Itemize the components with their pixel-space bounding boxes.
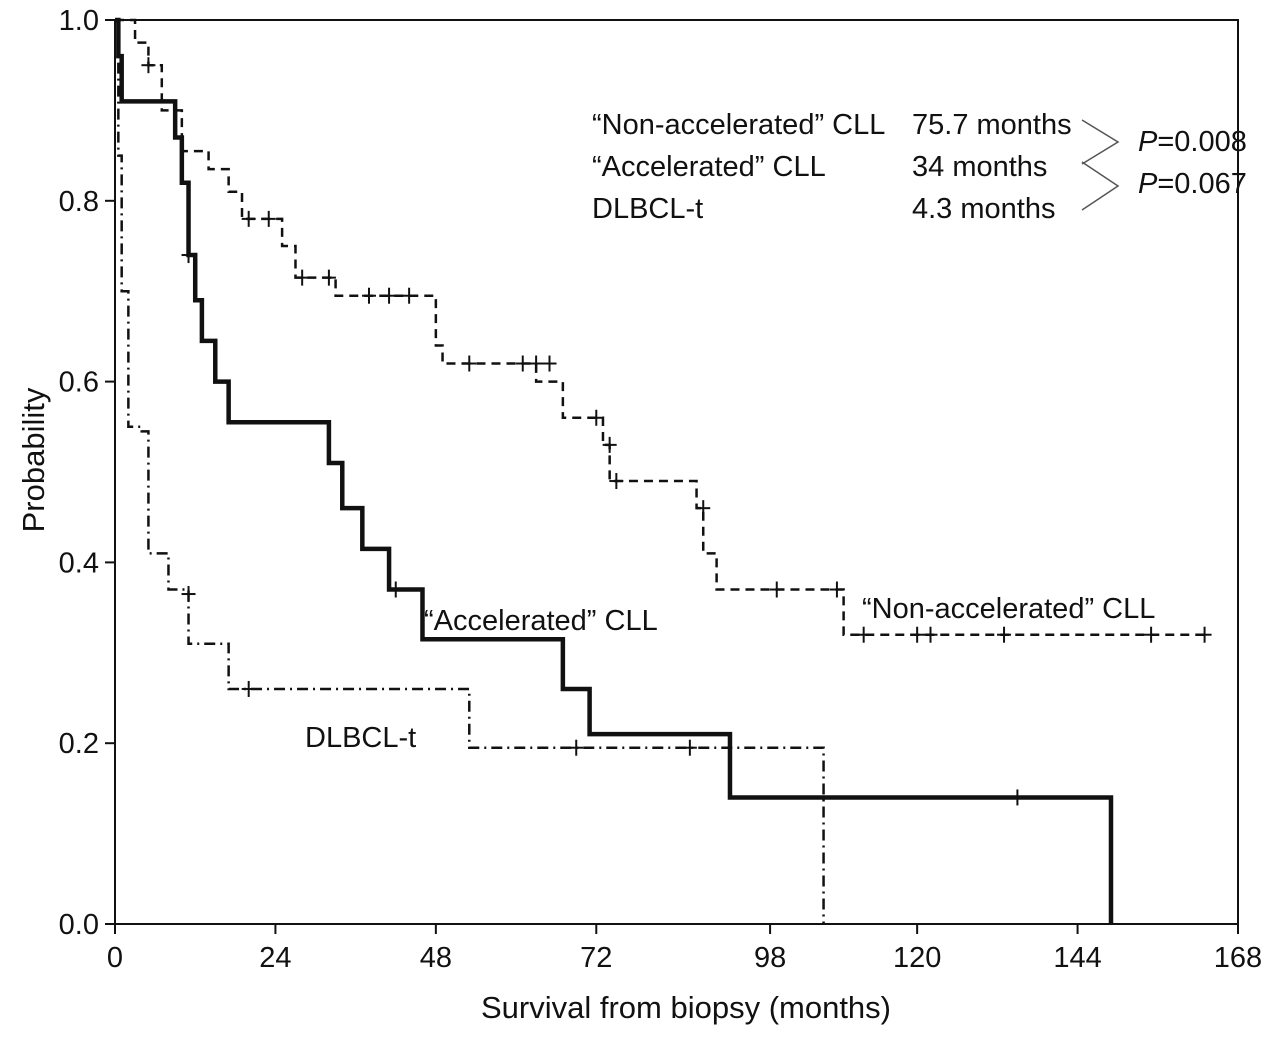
censor-mark xyxy=(569,739,584,756)
x-tick-label: 24 xyxy=(259,942,291,974)
series-line-1 xyxy=(115,17,1114,924)
censor-mark xyxy=(529,355,544,372)
censor-mark xyxy=(923,626,938,643)
curve-label-accelerated: “Accelerated” CLL xyxy=(424,605,658,637)
legend-median-accelerated: 34 months xyxy=(912,151,1047,183)
censor-mark xyxy=(515,355,530,372)
y-axis-title: Probability xyxy=(16,387,51,532)
censor-mark xyxy=(542,355,557,372)
x-tick-label: 48 xyxy=(420,942,452,974)
censor-mark xyxy=(382,287,397,304)
censor-mark xyxy=(141,57,156,74)
p-value-upper: P=0.008 xyxy=(1138,126,1247,158)
curve-label-dlbcl: DLBCL-t xyxy=(305,722,416,754)
censor-mark xyxy=(321,269,336,286)
censor-mark xyxy=(241,210,256,227)
censor-mark xyxy=(769,581,784,598)
censor-mark xyxy=(997,626,1012,643)
y-tick-label: 0.2 xyxy=(59,728,99,760)
censor-mark xyxy=(602,436,617,453)
series-line-2 xyxy=(115,18,825,924)
censor-mark xyxy=(181,586,196,603)
series-group xyxy=(115,17,1212,924)
censor-mark xyxy=(462,355,477,372)
x-ticks: 0 24 48 72 98 120 144 168 xyxy=(107,924,1262,974)
censor-mark xyxy=(261,210,276,227)
legend-name-non-accelerated: “Non-accelerated” CLL xyxy=(592,109,885,141)
censor-mark xyxy=(402,287,417,304)
legend: “Non-accelerated” CLL 75.7 months “Accel… xyxy=(592,109,1247,225)
x-tick-label: 120 xyxy=(893,942,941,974)
x-tick-label: 168 xyxy=(1214,942,1262,974)
y-tick-label: 0.6 xyxy=(59,367,99,399)
x-tick-label: 144 xyxy=(1053,942,1101,974)
y-tick-label: 0.8 xyxy=(59,186,99,218)
censor-mark xyxy=(1010,789,1025,806)
p-value-lower: P=0.067 xyxy=(1138,168,1247,200)
legend-bracket-lower xyxy=(1081,161,1120,211)
legend-bracket-upper xyxy=(1081,119,1120,165)
censor-mark xyxy=(362,287,377,304)
x-tick-label: 72 xyxy=(580,942,612,974)
y-tick-label: 0.4 xyxy=(59,547,99,579)
x-axis-title: Survival from biopsy (months) xyxy=(481,990,891,1025)
censor-mark xyxy=(589,409,604,426)
censor-mark xyxy=(1197,626,1212,643)
censor-mark xyxy=(295,269,310,286)
censor-mark xyxy=(609,473,624,490)
x-tick-label: 98 xyxy=(754,942,786,974)
legend-name-dlbcl: DLBCL-t xyxy=(592,193,703,225)
legend-name-accelerated: “Accelerated” CLL xyxy=(592,151,826,183)
y-tick-label: 1.0 xyxy=(59,5,99,37)
legend-median-dlbcl: 4.3 months xyxy=(912,193,1055,225)
censor-mark xyxy=(856,626,871,643)
censor-mark xyxy=(388,581,403,598)
censor-mark xyxy=(696,500,711,517)
censor-mark xyxy=(829,581,844,598)
y-ticks: 0.0 0.2 0.4 0.6 0.8 1.0 xyxy=(59,5,115,941)
curve-label-non-accelerated: “Non-accelerated” CLL xyxy=(862,593,1155,625)
legend-median-non-accelerated: 75.7 months xyxy=(912,109,1072,141)
censor-mark xyxy=(241,680,256,697)
y-tick-label: 0.0 xyxy=(59,909,99,941)
censor-mark xyxy=(682,739,697,756)
censor-mark xyxy=(910,626,925,643)
censor-mark xyxy=(1144,626,1159,643)
x-tick-label: 0 xyxy=(107,942,123,974)
censor-mark xyxy=(181,247,196,264)
